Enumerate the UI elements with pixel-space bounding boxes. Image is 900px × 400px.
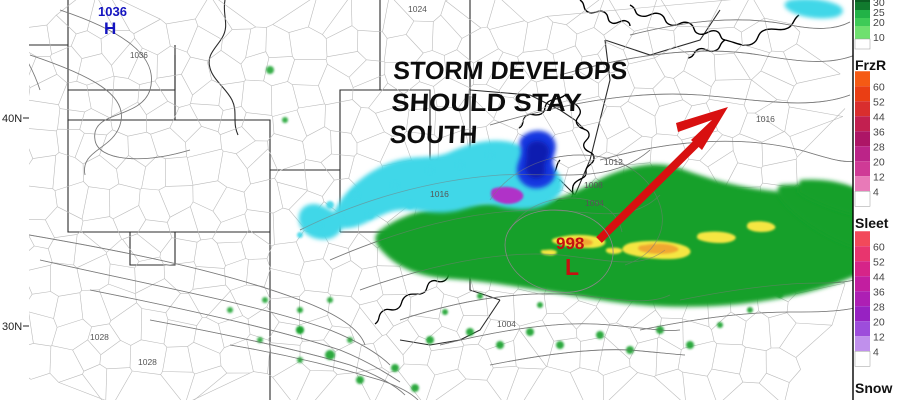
svg-text:STORM DEVELOPS: STORM DEVELOPS [393,57,628,85]
svg-text:40N: 40N [2,113,22,125]
svg-text:4: 4 [873,346,879,358]
svg-text:44: 44 [873,271,885,283]
svg-text:L: L [565,254,579,280]
svg-text:12: 12 [873,171,885,183]
svg-text:Sleet: Sleet [855,215,889,231]
svg-text:60: 60 [873,241,885,253]
svg-text:Snow: Snow [855,380,892,396]
svg-text:12: 12 [873,331,885,343]
svg-text:28: 28 [873,301,885,313]
svg-text:20: 20 [873,17,885,29]
svg-text:1028: 1028 [138,357,157,367]
svg-text:1024: 1024 [408,4,427,14]
svg-text:36: 36 [873,286,885,298]
svg-text:1036: 1036 [130,51,148,60]
svg-text:1028: 1028 [90,332,109,342]
svg-text:60: 60 [873,81,885,93]
svg-text:1004: 1004 [585,198,604,208]
svg-text:10: 10 [873,32,885,44]
svg-text:52: 52 [873,256,885,268]
svg-text:SOUTH: SOUTH [389,121,478,149]
svg-text:1004: 1004 [497,319,516,329]
svg-text:H: H [104,19,116,38]
svg-text:1012: 1012 [604,157,623,167]
svg-text:52: 52 [873,96,885,108]
svg-text:998: 998 [556,234,584,253]
svg-text:44: 44 [873,111,885,123]
svg-text:4: 4 [873,186,879,198]
svg-text:30N: 30N [2,321,22,333]
svg-text:FrzR: FrzR [855,57,886,73]
svg-text:36: 36 [873,126,885,138]
svg-text:1016: 1016 [756,114,775,124]
svg-text:20: 20 [873,316,885,328]
svg-text:20: 20 [873,156,885,168]
svg-text:1016: 1016 [430,189,449,199]
svg-text:1036: 1036 [98,4,127,19]
svg-text:SHOULD STAY: SHOULD STAY [391,89,583,117]
svg-text:28: 28 [873,141,885,153]
svg-text:1008: 1008 [584,180,603,190]
